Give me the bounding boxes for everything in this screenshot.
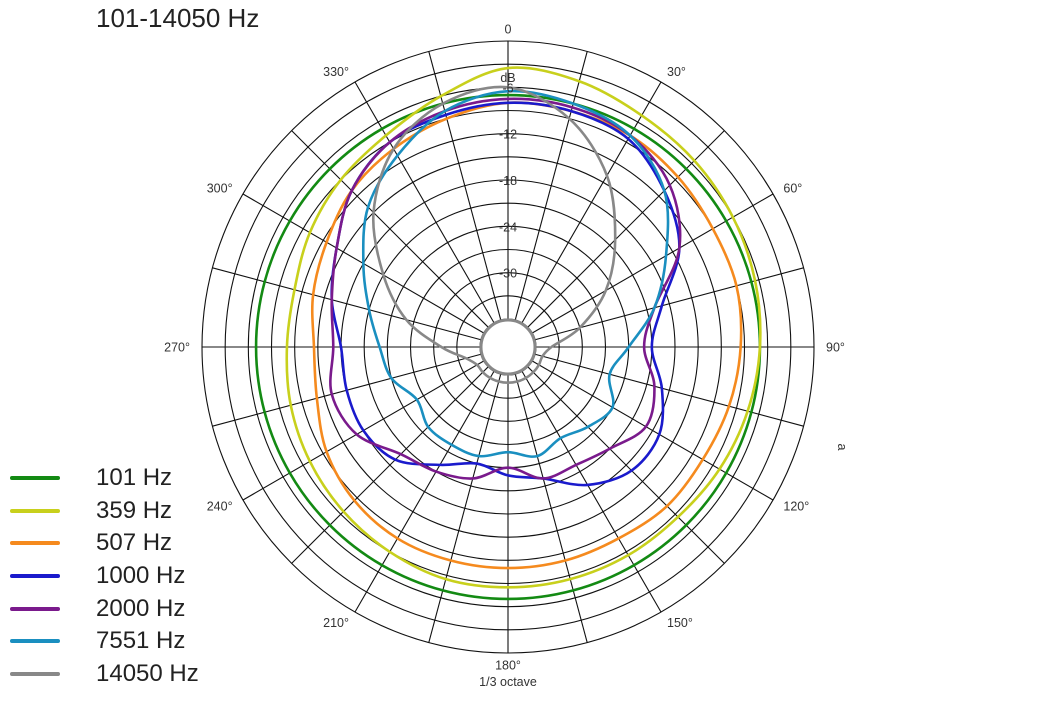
- grid-spoke: [291, 130, 489, 328]
- polar-labels: -6 -12 -18 -24 -30 dB 0 30° 60° 90° 120° 150° 180° 21…: [164, 23, 849, 690]
- grid-spoke: [521, 81, 662, 324]
- legend-swatch: [10, 476, 60, 481]
- legend-label: 101 Hz: [96, 464, 173, 492]
- legend-swatch: [10, 606, 60, 611]
- series-curve-14050-hz: [371, 85, 617, 385]
- legend-item: 507 Hz: [10, 527, 240, 560]
- legend-label: 2000 Hz: [96, 594, 186, 622]
- angle-label: 150°: [667, 616, 693, 630]
- legend-item: 7551 Hz: [10, 625, 240, 658]
- grid-spoke: [354, 81, 495, 324]
- bottom-note: 1/3 octave: [479, 675, 537, 689]
- radial-tick-label: -12: [499, 128, 517, 142]
- radial-tick-label: -24: [499, 220, 517, 234]
- legend-label: 507 Hz: [96, 529, 173, 557]
- series-curve-507-hz: [310, 101, 743, 570]
- legend: 101 Hz 359 Hz 507 Hz 1000 Hz 2000 Hz 7551 Hz 1…: [10, 462, 240, 690]
- angle-label: 60°: [783, 182, 802, 196]
- angle-label: 180°: [495, 659, 521, 673]
- grid-spoke: [534, 353, 804, 427]
- legend-item: 359 Hz: [10, 495, 240, 528]
- series-curve-2000-hz: [329, 97, 682, 480]
- series-curve-101-hz: [254, 93, 762, 601]
- legend-item: 14050 Hz: [10, 658, 240, 691]
- center-disc: [479, 318, 537, 376]
- legend-label: 1000 Hz: [96, 562, 186, 590]
- legend-label: 7551 Hz: [96, 627, 186, 655]
- angle-label: 120°: [783, 500, 809, 514]
- angle-label: 0: [505, 23, 512, 37]
- angle-label: 270°: [164, 341, 190, 355]
- legend-swatch: [10, 639, 60, 644]
- angle-label: 30°: [667, 65, 686, 79]
- grid-spoke: [531, 360, 774, 501]
- radial-tick-label: -6: [502, 81, 513, 95]
- grid-spoke: [354, 370, 495, 613]
- grid-spoke: [428, 51, 502, 321]
- grid-spoke: [212, 267, 482, 341]
- radial-unit-label: dB: [500, 71, 515, 85]
- angle-label: 210°: [323, 616, 349, 630]
- legend-item: 101 Hz: [10, 462, 240, 495]
- series-curve-359-hz: [285, 66, 762, 589]
- legend-label: 359 Hz: [96, 496, 173, 524]
- radial-tick-label: -18: [499, 174, 517, 188]
- angle-label: 330°: [323, 65, 349, 79]
- legend-swatch: [10, 671, 60, 676]
- radial-tick-label: -30: [499, 267, 517, 281]
- polar-series: [254, 66, 762, 601]
- legend-swatch: [10, 574, 60, 579]
- grid-spoke: [514, 373, 588, 643]
- legend-label: 14050 Hz: [96, 659, 199, 687]
- legend-swatch: [10, 508, 60, 513]
- angle-label: 240°: [207, 500, 233, 514]
- series-curve-7551-hz: [361, 89, 670, 458]
- legend-item: 2000 Hz: [10, 592, 240, 625]
- grid-spoke: [514, 51, 588, 321]
- legend-item: 1000 Hz: [10, 560, 240, 593]
- chart-title: 101-14050 Hz: [96, 3, 260, 33]
- grid-spoke: [527, 130, 725, 328]
- side-mark: a: [835, 444, 849, 451]
- grid-spoke: [521, 370, 662, 613]
- grid-spoke: [527, 366, 725, 564]
- angle-label: 300°: [207, 182, 233, 196]
- angle-label: 90°: [826, 341, 845, 355]
- legend-swatch: [10, 541, 60, 546]
- grid-spoke: [428, 373, 502, 643]
- grid-spoke: [291, 366, 489, 564]
